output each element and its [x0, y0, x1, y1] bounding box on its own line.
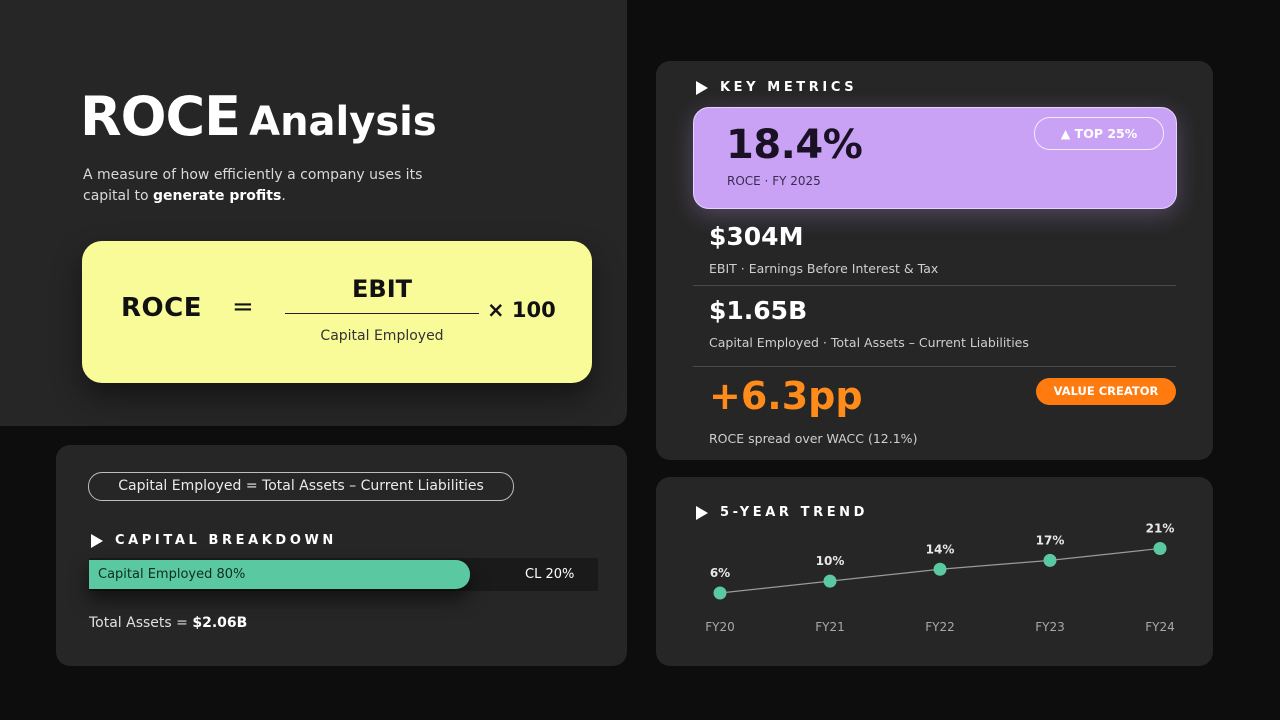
- trend-data-label: 14%: [926, 542, 955, 556]
- trend-data-label: 17%: [1036, 533, 1065, 547]
- trend-data-label: 10%: [816, 554, 845, 568]
- trend-chart: 6% FY20 10% FY21 14% FY22 17% FY23 21% FY24: [705, 522, 1175, 635]
- trend-point: [1153, 542, 1167, 555]
- roce-period: ROCE · FY 2025: [727, 174, 821, 188]
- capital-employed-bar-label: Capital Employed 80%: [98, 567, 246, 582]
- formula-card: ROCE = EBIT Capital Employed × 100: [82, 241, 592, 383]
- key-metrics-label: KEY METRICS: [720, 80, 858, 95]
- formula-lhs: ROCE: [121, 293, 202, 323]
- wacc-spread-value: +6.3pp: [709, 374, 863, 418]
- capital-employed-value: $1.65B: [709, 296, 808, 325]
- total-assets-label: Total Assets =: [89, 615, 193, 631]
- total-assets: Total Assets = $2.06B: [89, 615, 247, 631]
- trend-point: [713, 586, 727, 600]
- metric-divider: [693, 285, 1176, 286]
- capital-breakdown-label: CAPITAL BREAKDOWN: [115, 533, 337, 548]
- key-metrics-heading: KEY METRICS: [696, 77, 857, 96]
- rank-badge: ▲ TOP 25%: [1034, 117, 1164, 150]
- roce-value: 18.4%: [726, 122, 863, 168]
- value-creator-badge: VALUE CREATOR: [1036, 378, 1176, 405]
- trend-point: [933, 562, 947, 576]
- capital-breakdown-heading: CAPITAL BREAKDOWN: [91, 530, 337, 549]
- wacc-spread-label: ROCE spread over WACC (12.1%): [709, 431, 918, 446]
- trend-point: [823, 574, 837, 588]
- trend-data-label: 21%: [1146, 522, 1175, 536]
- capital-panel: [56, 445, 627, 666]
- trend-heading: 5-YEAR TREND: [696, 502, 868, 521]
- title-rest: Analysis: [249, 99, 437, 145]
- formula-equals: =: [232, 292, 254, 322]
- triangle-icon: [91, 533, 103, 548]
- fraction-line: [285, 313, 479, 314]
- trend-x-tick-label: FY24: [1145, 620, 1175, 634]
- roce-highlight-card: 18.4% ROCE · FY 2025 ▲ TOP 25%: [693, 107, 1177, 209]
- subtitle-text: A measure of how efficiently a company u…: [83, 167, 423, 204]
- current-liabilities-bar-label: CL 20%: [525, 567, 575, 582]
- trend-x-tick-label: FY22: [925, 620, 955, 634]
- capital-employed-label: Capital Employed · Total Assets – Curren…: [709, 335, 1029, 350]
- metric-divider: [693, 366, 1176, 367]
- capital-definition-pill: Capital Employed = Total Assets – Curren…: [88, 472, 514, 501]
- trend-point: [1043, 553, 1057, 567]
- formula-multiplier: × 100: [487, 298, 556, 322]
- subtitle-end: .: [281, 188, 286, 204]
- trend-x-tick-label: FY23: [1035, 620, 1065, 634]
- triangle-icon: [696, 80, 708, 95]
- total-assets-value: $2.06B: [192, 615, 248, 631]
- trend-data-label: 6%: [710, 566, 730, 580]
- page-title: ROCE Analysis: [80, 90, 437, 144]
- page-subtitle: A measure of how efficiently a company u…: [83, 165, 463, 207]
- triangle-icon: [696, 505, 708, 520]
- formula-denominator: Capital Employed: [320, 328, 444, 344]
- trend-x-tick-label: FY21: [815, 620, 845, 634]
- ebit-value: $304M: [709, 222, 804, 251]
- subtitle-emphasis: generate profits: [152, 188, 282, 204]
- title-main: ROCE: [80, 85, 241, 148]
- capital-employed-bar: [89, 560, 470, 589]
- trend-x-tick-label: FY20: [705, 620, 735, 634]
- formula-numerator: EBIT: [352, 275, 412, 303]
- trend-label: 5-YEAR TREND: [720, 505, 869, 520]
- ebit-label: EBIT · Earnings Before Interest & Tax: [709, 261, 939, 276]
